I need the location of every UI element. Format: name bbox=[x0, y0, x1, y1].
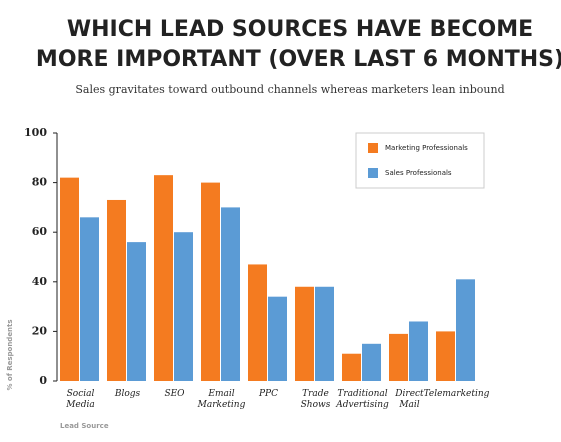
x-tick-label-line: Mail bbox=[398, 400, 419, 410]
chart-title: MORE IMPORTANT (OVER LAST 6 MONTHS) bbox=[36, 47, 561, 72]
legend-swatch bbox=[368, 168, 378, 178]
bar bbox=[436, 331, 455, 381]
legend-label: Marketing Professionals bbox=[385, 144, 468, 152]
bar bbox=[107, 199, 126, 381]
bar bbox=[342, 353, 361, 381]
legend-swatch bbox=[368, 143, 378, 153]
bar bbox=[389, 333, 408, 381]
bar bbox=[174, 232, 193, 381]
x-tick-label: Blogs bbox=[114, 389, 141, 399]
x-tick-label: Traditional Advertising bbox=[335, 389, 389, 410]
y-tick-label: 60 bbox=[32, 225, 48, 238]
x-tick-label-line: Media bbox=[65, 400, 95, 410]
legend bbox=[355, 132, 485, 189]
x-tick-label-line: PPC bbox=[258, 389, 278, 399]
y-tick-label: 80 bbox=[32, 176, 48, 189]
x-tick-label-line: Social bbox=[67, 389, 95, 399]
y-tick-label: 40 bbox=[32, 275, 48, 288]
x-axis-label: Lead Source bbox=[60, 422, 109, 430]
legend-label: Sales Professionals bbox=[385, 169, 452, 177]
y-tick-label: 0 bbox=[39, 374, 47, 387]
bar bbox=[60, 177, 79, 381]
bar bbox=[362, 343, 381, 381]
x-tick-label-line: Advertising bbox=[335, 400, 389, 410]
chart-title: WHICH LEAD SOURCES HAVE BECOME bbox=[67, 17, 533, 42]
y-tick-label: 100 bbox=[24, 126, 47, 139]
bar bbox=[248, 264, 267, 381]
x-tick-label: PPC bbox=[258, 389, 278, 399]
y-axis-label: % of Respondents bbox=[6, 319, 14, 390]
bar bbox=[221, 207, 240, 381]
x-tick-label-line: Telemarketing bbox=[424, 389, 490, 399]
x-tick-label: Direct Mail bbox=[394, 389, 424, 410]
x-tick-label: Social Media bbox=[65, 389, 95, 410]
bar bbox=[409, 321, 428, 381]
bar bbox=[80, 217, 99, 381]
bar bbox=[201, 182, 220, 381]
x-tick-label-line: Marketing bbox=[197, 400, 246, 410]
x-tick-label: Telemarketing bbox=[424, 389, 490, 399]
x-tick-label-line: Direct bbox=[394, 389, 424, 399]
bar bbox=[315, 286, 334, 381]
bar bbox=[456, 279, 475, 381]
x-tick-label-line: Shows bbox=[301, 400, 331, 410]
bar bbox=[127, 242, 146, 381]
chart-subtitle: Sales gravitates toward outbound channel… bbox=[75, 83, 504, 96]
bar bbox=[295, 286, 314, 381]
x-tick-label-line: Blogs bbox=[114, 389, 141, 399]
x-tick-label: Email Marketing bbox=[197, 389, 246, 410]
y-tick-label: 20 bbox=[32, 324, 48, 337]
bar bbox=[268, 296, 287, 381]
bar bbox=[154, 175, 173, 381]
x-tick-label-line: SEO bbox=[164, 389, 185, 399]
x-tick-label-line: Trade bbox=[302, 389, 329, 399]
x-tick-label-line: Email bbox=[207, 389, 234, 399]
x-tick-label: Trade Shows bbox=[301, 389, 331, 410]
x-tick-label-line: Traditional bbox=[337, 389, 387, 399]
x-tick-label: SEO bbox=[164, 389, 185, 399]
